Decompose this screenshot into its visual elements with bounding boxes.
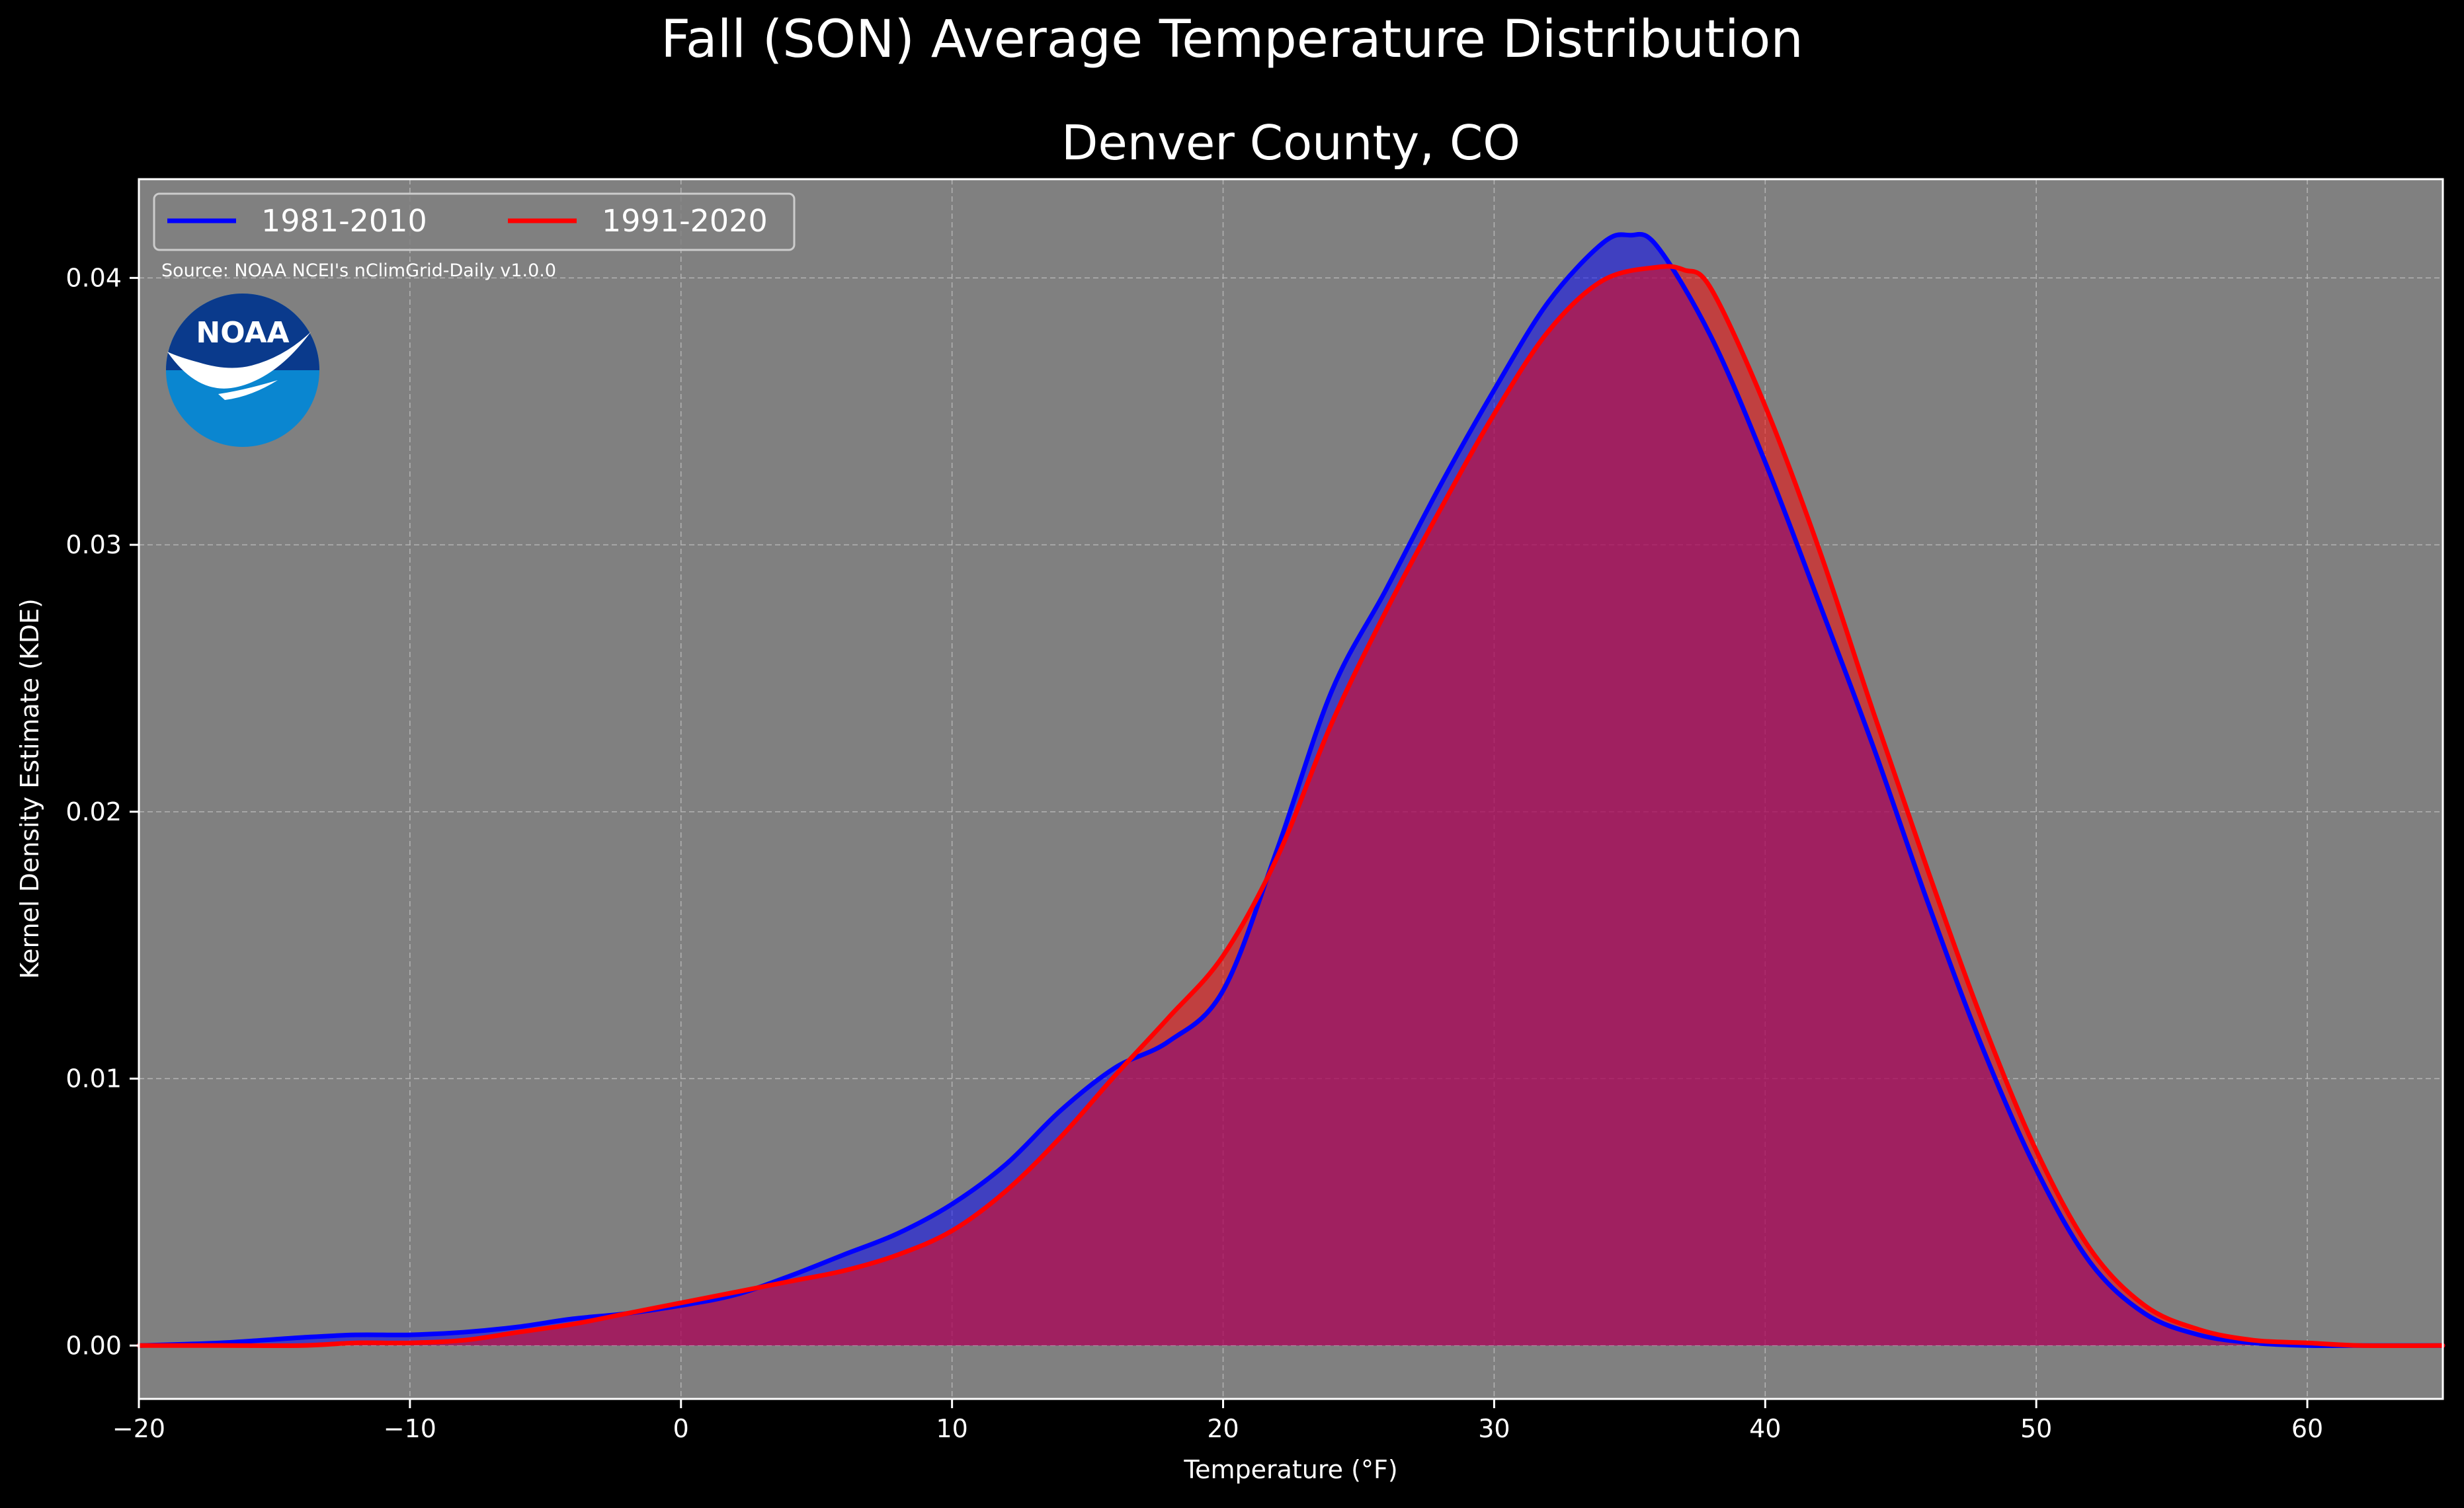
noaa-logo-upper xyxy=(166,294,319,370)
x-tick-label-4: 20 xyxy=(1207,1414,1239,1443)
series-area-1991-2020 xyxy=(139,266,2443,1346)
y-tick-label-4: 0.04 xyxy=(65,263,122,292)
x-tick-label-8: 60 xyxy=(2291,1414,2323,1443)
x-tick-label-0: −20 xyxy=(112,1414,165,1443)
legend-label-1981-2010: 1981-2010 xyxy=(261,203,427,239)
y-axis-label: Kernel Density Estimate (KDE) xyxy=(15,598,44,979)
source-annotation: Source: NOAA NCEI's nClimGrid-Daily v1.0… xyxy=(161,260,556,281)
chart-suptitle: Fall (SON) Average Temperature Distribut… xyxy=(661,10,1803,69)
noaa-logo-bird xyxy=(167,332,311,389)
legend-box xyxy=(153,192,796,251)
legend-label-1991-2020: 1991-2020 xyxy=(602,203,768,239)
x-tick-label-2: 0 xyxy=(673,1414,689,1443)
noaa-logo: NOAA xyxy=(166,294,319,447)
series-line-1991-2020 xyxy=(136,264,2445,1349)
x-axis-label: Temperature (°F) xyxy=(1183,1455,1397,1484)
y-tick-label-2: 0.02 xyxy=(65,797,122,826)
legend: 1981-2010 1991-2020 xyxy=(153,192,796,251)
x-tick-label-6: 40 xyxy=(1749,1414,1781,1443)
x-tick-label-7: 50 xyxy=(2020,1414,2052,1443)
plot-frame xyxy=(138,178,2444,1400)
chart-title: Denver County, CO xyxy=(1061,115,1520,171)
x-tick-label-5: 30 xyxy=(1478,1414,1510,1443)
axes: −20 −10 0 10 20 30 40 50 60 0.00 0.01 0.02 0.03 0.04 xyxy=(65,263,2323,1443)
x-tick-label-3: 10 xyxy=(936,1414,967,1443)
y-tick-label-1: 0.01 xyxy=(65,1064,122,1093)
y-tick-label-0: 0.00 xyxy=(65,1331,122,1360)
series-layer xyxy=(136,231,2445,1349)
noaa-logo-text: NOAA xyxy=(196,316,289,350)
y-tick-label-3: 0.03 xyxy=(65,530,122,559)
noaa-logo-wing xyxy=(218,380,278,400)
x-tick-label-1: −10 xyxy=(384,1414,436,1443)
